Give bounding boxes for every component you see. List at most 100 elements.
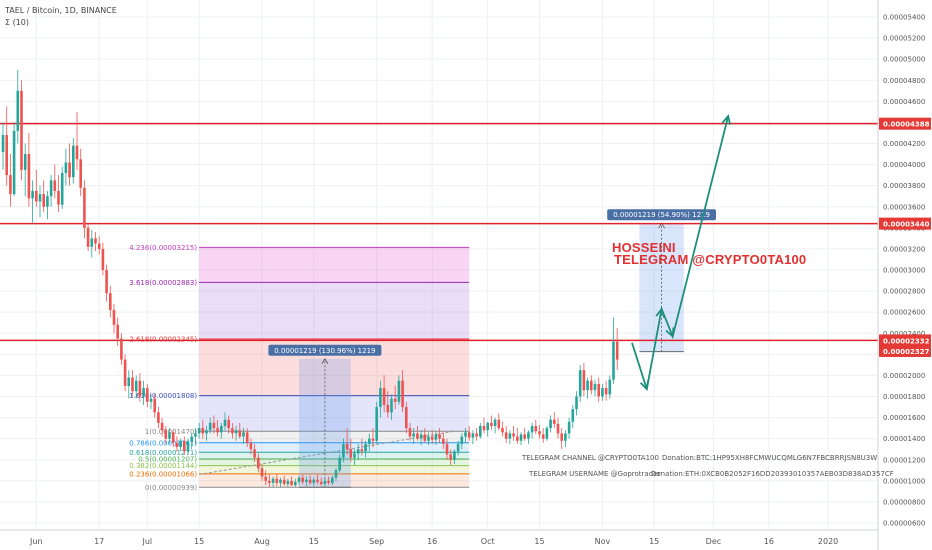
candle-body xyxy=(197,428,201,434)
candle-body xyxy=(508,433,512,439)
fib-level-label: 1(0.00001470) xyxy=(145,428,197,436)
candle-body xyxy=(564,433,567,441)
price-tick-label: 0.00005000 xyxy=(883,56,925,64)
candle-body xyxy=(153,398,156,413)
candle-body xyxy=(216,428,219,433)
candle-body xyxy=(615,341,619,360)
candle-body xyxy=(105,270,108,294)
fib-level-label: 1.618(0.00001808) xyxy=(129,392,197,400)
candle-body xyxy=(493,419,497,427)
candle-body xyxy=(157,412,160,423)
candle-body xyxy=(142,388,145,397)
candle-body xyxy=(208,422,212,431)
candle-body xyxy=(597,383,600,397)
candle-body xyxy=(608,379,612,395)
candle-body xyxy=(127,377,131,386)
candle-body xyxy=(571,409,575,422)
candle-body xyxy=(168,432,171,439)
price-label-text: 0.00004388 xyxy=(883,121,930,129)
candle-body xyxy=(523,434,526,439)
price-tick-label: 0.00003200 xyxy=(883,245,925,253)
price-tick-label: 0.00003800 xyxy=(883,182,925,190)
fib-level-label: 4.236(0.00003215) xyxy=(129,244,197,252)
candle-body xyxy=(578,370,582,397)
candle-body xyxy=(556,423,560,434)
candle-body xyxy=(338,457,341,471)
candle-body xyxy=(57,190,60,205)
candle-body xyxy=(601,388,604,397)
candle-body xyxy=(194,433,197,437)
price-label-box xyxy=(879,334,931,347)
time-tick-label: 15 xyxy=(534,537,544,546)
candle-body xyxy=(301,477,304,482)
candle-body xyxy=(257,457,260,469)
candle-body xyxy=(120,338,123,360)
fib-zone xyxy=(199,431,470,443)
fib-zone xyxy=(199,442,470,453)
candle-body xyxy=(160,422,164,431)
measure-label-box xyxy=(268,344,382,356)
candle-body xyxy=(179,440,182,448)
candle-body xyxy=(23,154,27,170)
candle-body xyxy=(434,434,438,440)
candle-body xyxy=(353,453,356,458)
candle-body xyxy=(183,440,186,452)
candle-body xyxy=(249,442,253,450)
price-label-box xyxy=(879,344,931,357)
price-tick-label: 0.00002600 xyxy=(883,309,925,317)
candle-body xyxy=(342,443,345,458)
candle-body xyxy=(375,407,378,441)
price-tick-label: 0.00002000 xyxy=(883,372,925,380)
candle-body xyxy=(171,432,175,443)
price-tick-label: 0.00004200 xyxy=(883,140,925,148)
fib-level-label: 3.618(0.00002883) xyxy=(129,279,197,287)
candle-body xyxy=(593,383,597,391)
candle-body xyxy=(553,419,556,424)
price-label-box xyxy=(879,217,931,230)
price-tick-label: 0.00001000 xyxy=(883,477,925,485)
candle-body xyxy=(245,432,249,443)
donation-btc-note: Donation:BTC:1HP95XH8FCMWUCQMLG6N7FBCBRR… xyxy=(662,454,878,462)
candle-body xyxy=(538,431,541,435)
candle-body xyxy=(271,478,275,483)
time-tick-label: 16 xyxy=(764,537,774,546)
candle-body xyxy=(467,432,471,438)
candle-body xyxy=(490,422,493,427)
candle-body xyxy=(379,388,382,408)
candle-body xyxy=(364,443,367,452)
candle-body xyxy=(238,430,242,437)
candle-body xyxy=(205,430,208,434)
candle-body xyxy=(242,432,245,437)
candle-body xyxy=(9,175,12,195)
candle-body xyxy=(319,481,323,484)
time-tick-label: Dec xyxy=(706,537,721,546)
candle-body xyxy=(31,190,34,199)
candle-body xyxy=(408,428,412,437)
fib-level-label: 2.618(0.00002345) xyxy=(129,336,197,344)
fib-trend-line xyxy=(199,430,455,476)
time-tick-label: 15 xyxy=(194,537,204,546)
candle-body xyxy=(464,432,467,437)
candle-body xyxy=(268,480,271,483)
candle-body xyxy=(482,426,486,431)
candle-body xyxy=(453,451,456,460)
candle-body xyxy=(586,380,589,391)
price-tick-label: 0.00005400 xyxy=(883,14,925,22)
candle-body xyxy=(368,438,371,444)
price-tick-label: 0.00000800 xyxy=(883,498,925,506)
candle-body xyxy=(79,159,82,188)
candle-body xyxy=(38,194,42,202)
candle-body xyxy=(46,196,49,207)
candle-body xyxy=(75,145,79,160)
candle-body xyxy=(49,180,53,197)
candle-body xyxy=(486,422,489,431)
candle-body xyxy=(327,480,330,483)
candle-body xyxy=(356,449,360,454)
candle-body xyxy=(64,162,68,174)
candle-body xyxy=(94,238,97,244)
candle-body xyxy=(545,428,549,439)
price-label-text: 0.00003440 xyxy=(883,221,930,229)
projection-arrow-head xyxy=(665,327,675,339)
price-tick-label: 0.00004000 xyxy=(883,161,925,169)
